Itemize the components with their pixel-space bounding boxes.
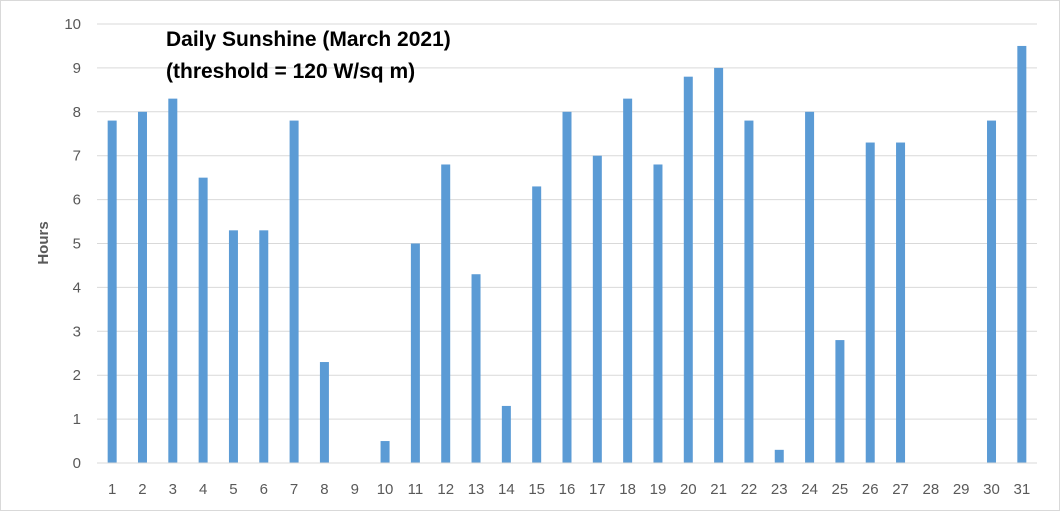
- bar-day-25: [835, 340, 845, 463]
- bar-day-10: [380, 441, 390, 463]
- chart-subtitle: (threshold = 120 W/sq m): [166, 60, 415, 83]
- y-tick-label: 1: [73, 411, 81, 428]
- bar-day-7: [289, 120, 299, 463]
- x-tick-label: 19: [650, 481, 667, 498]
- bar-day-14: [501, 405, 511, 463]
- y-tick-labels: 0 1 2 3 4 5 6 7 8 9 10: [64, 16, 81, 472]
- y-axis-label: Hours: [35, 221, 52, 264]
- bar-day-1: [107, 120, 117, 463]
- x-tick-label: 13: [468, 481, 485, 498]
- x-tick-label: 26: [862, 481, 879, 498]
- x-tick-label: 22: [741, 481, 758, 498]
- bar-day-30: [987, 120, 997, 463]
- x-tick-label: 3: [169, 481, 177, 498]
- y-tick-label: 7: [73, 148, 81, 165]
- x-tick-label: 11: [408, 481, 424, 498]
- x-tick-label: 14: [498, 481, 515, 498]
- x-tick-label: 6: [260, 481, 268, 498]
- bar-day-31: [1017, 45, 1027, 463]
- y-tick-label: 4: [73, 279, 81, 296]
- x-tick-label: 10: [377, 481, 394, 498]
- bar-day-21: [714, 67, 724, 464]
- chart-title: Daily Sunshine (March 2021): [166, 28, 451, 51]
- x-tick-label: 20: [680, 481, 697, 498]
- x-tick-label: 12: [437, 481, 454, 498]
- x-tick-labels: 1 2 3 4 5 6 7 8 9 10 11 12 13 14 15 16 17 18 19 20 21 22 23 24 2…: [108, 481, 1030, 498]
- y-tick-label: 3: [73, 323, 81, 340]
- bar-day-26: [865, 142, 875, 463]
- x-tick-label: 9: [351, 481, 359, 498]
- bar-day-27: [896, 142, 906, 463]
- x-tick-label: 24: [801, 481, 818, 498]
- y-tick-label: 10: [64, 16, 81, 33]
- x-tick-label: 8: [320, 481, 328, 498]
- bar-day-5: [228, 230, 238, 463]
- x-tick-label: 15: [528, 481, 545, 498]
- x-tick-label: 30: [983, 481, 1000, 498]
- bar-day-4: [198, 177, 208, 463]
- bar-day-13: [471, 274, 481, 463]
- x-tick-label: 5: [229, 481, 237, 498]
- x-tick-label: 23: [771, 481, 788, 498]
- x-tick-label: 17: [589, 481, 606, 498]
- bar-day-24: [805, 111, 815, 464]
- x-tick-label: 25: [832, 481, 849, 498]
- x-tick-label: 18: [619, 481, 636, 498]
- bar-day-17: [592, 155, 602, 463]
- x-tick-label: 4: [199, 481, 207, 498]
- x-tick-label: 7: [290, 481, 298, 498]
- bar-day-3: [168, 98, 178, 463]
- bar-day-19: [653, 164, 663, 464]
- bar-day-23: [774, 449, 784, 463]
- bars: [107, 45, 1027, 464]
- bar-day-22: [744, 120, 754, 463]
- y-tick-label: 9: [73, 60, 81, 77]
- bar-day-2: [137, 111, 147, 464]
- bar-day-20: [683, 76, 693, 464]
- bar-day-15: [532, 186, 542, 463]
- bar-day-11: [410, 243, 420, 463]
- y-tick-label: 8: [73, 104, 81, 121]
- y-tick-label: 6: [73, 192, 81, 209]
- y-tick-label: 2: [73, 367, 81, 384]
- bar-day-12: [441, 164, 451, 464]
- x-tick-label: 21: [710, 481, 727, 498]
- x-tick-label: 2: [138, 481, 146, 498]
- x-tick-label: 31: [1013, 481, 1030, 498]
- y-tick-label: 5: [73, 236, 81, 253]
- bar-day-18: [623, 98, 633, 463]
- y-tick-label: 0: [73, 455, 81, 472]
- x-tick-label: 27: [892, 481, 909, 498]
- x-tick-label: 28: [923, 481, 940, 498]
- x-tick-label: 29: [953, 481, 970, 498]
- x-tick-label: 1: [108, 481, 116, 498]
- bar-day-6: [259, 230, 269, 463]
- bar-day-16: [562, 111, 572, 464]
- bar-day-8: [319, 362, 329, 463]
- x-tick-label: 16: [559, 481, 576, 498]
